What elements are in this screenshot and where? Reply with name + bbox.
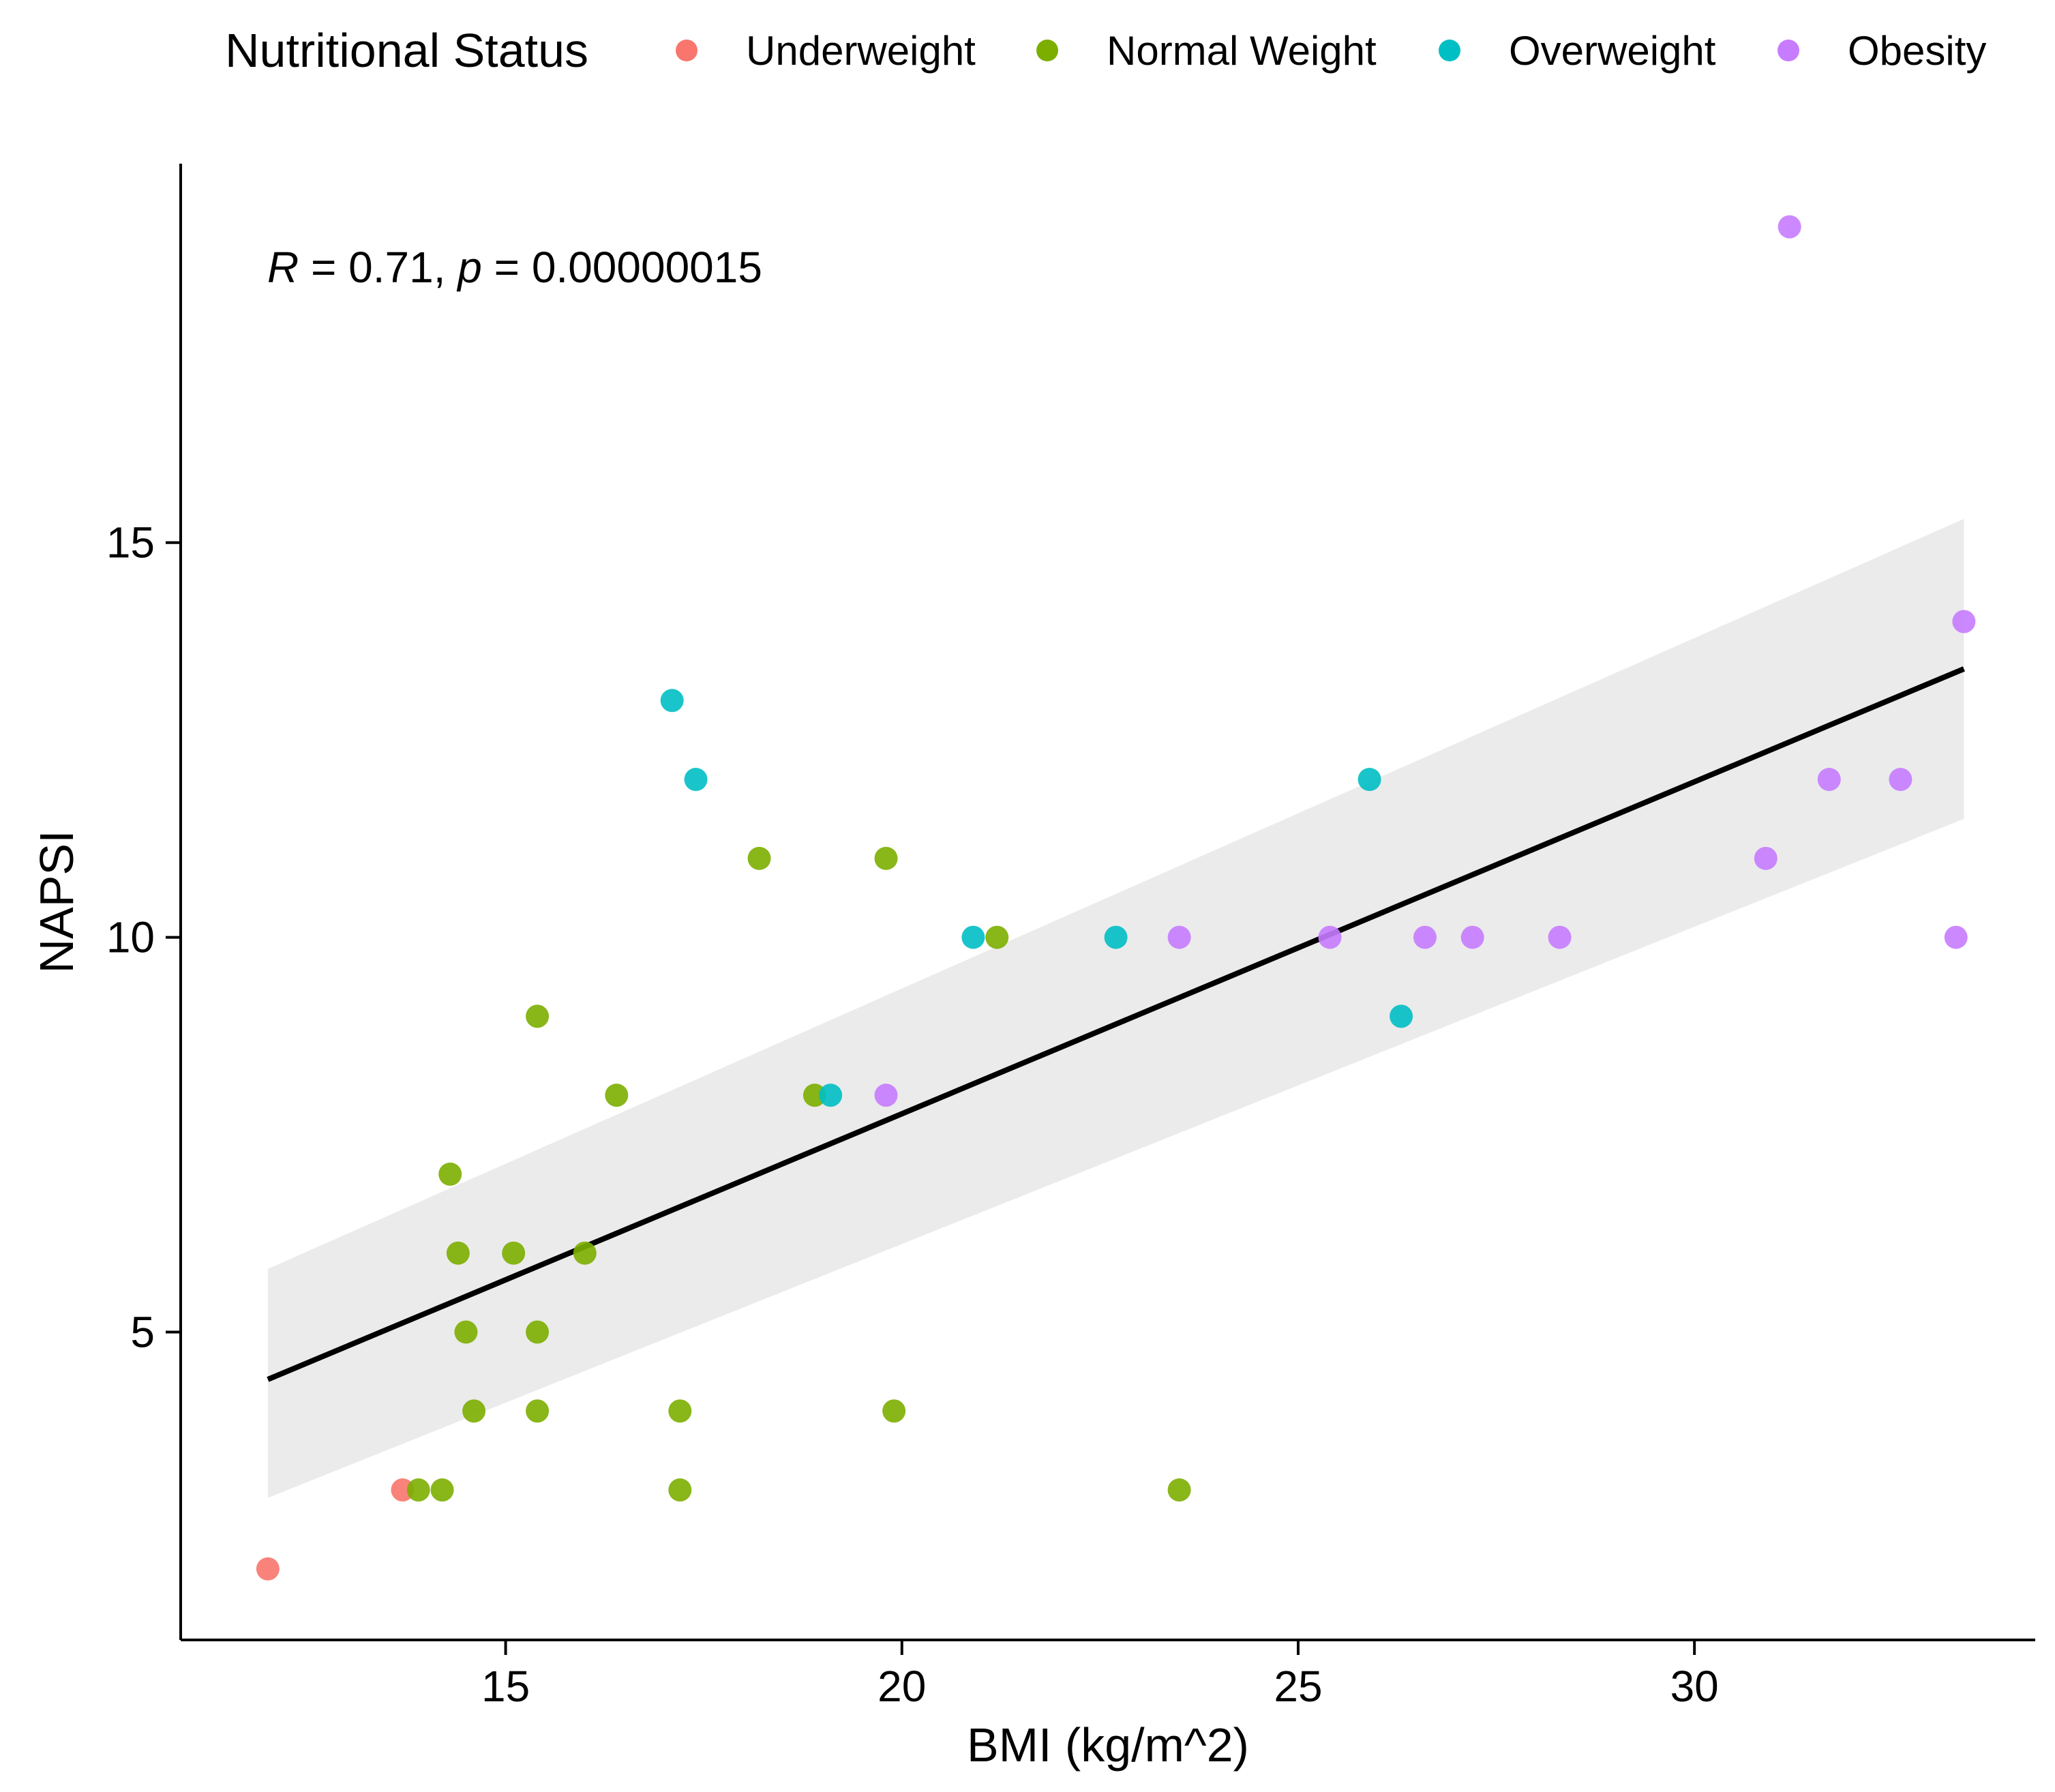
point-overweight: [961, 925, 985, 949]
point-obesity: [1944, 925, 1968, 949]
point-normal-weight: [747, 846, 771, 870]
legend-marker-underweight: [676, 40, 698, 61]
axes-layer: 15 20 25 30 5 10 15: [106, 164, 2035, 1711]
point-obesity: [1167, 925, 1191, 949]
point-normal-weight: [446, 1241, 470, 1265]
legend-marker-overweight: [1439, 40, 1460, 61]
point-obesity: [1754, 846, 1777, 870]
x-tick-label: 30: [1670, 1662, 1719, 1711]
x-tick-label: 15: [481, 1662, 530, 1711]
point-normal-weight: [882, 1399, 906, 1423]
point-normal-weight: [802, 1084, 826, 1107]
x-tick-label: 25: [1274, 1662, 1322, 1711]
legend-marker-normal-weight: [1036, 40, 1058, 61]
x-axis-title: BMI (kg/m^2): [967, 1718, 1249, 1772]
point-obesity: [1817, 768, 1841, 792]
point-overweight: [1390, 1004, 1413, 1028]
point-underweight: [391, 1478, 415, 1502]
point-normal-weight: [985, 925, 1009, 949]
confidence-band: [267, 518, 1964, 1498]
r-value-text: = 0.71,: [299, 243, 458, 292]
point-normal-weight: [573, 1241, 597, 1265]
regression-line-layer: [267, 666, 1965, 1382]
point-obesity: [1889, 768, 1912, 792]
point-underweight: [256, 1557, 280, 1581]
point-obesity: [1413, 925, 1437, 949]
point-obesity: [1952, 610, 1976, 633]
point-overweight: [660, 689, 684, 713]
point-obesity: [1777, 215, 1801, 239]
point-obesity: [1460, 925, 1484, 949]
correlation-annotation: R = 0.71, p = 0.00000015: [267, 242, 762, 293]
point-obesity: [1318, 925, 1342, 949]
point-normal-weight: [502, 1241, 526, 1265]
point-normal-weight: [668, 1478, 692, 1502]
point-overweight: [819, 1084, 843, 1107]
confidence-band-layer: [267, 518, 1964, 1498]
legend-label-obesity: Obesity: [1848, 28, 1987, 74]
y-axis-title: NAPSI: [30, 830, 83, 973]
p-symbol: p: [457, 243, 482, 292]
point-normal-weight: [454, 1320, 478, 1344]
legend-label-underweight: Underweight: [746, 28, 976, 74]
data-points-layer: [256, 215, 1976, 1581]
point-obesity: [874, 1084, 898, 1107]
point-normal-weight: [430, 1478, 454, 1502]
point-normal-weight: [605, 1084, 629, 1107]
point-overweight: [1104, 925, 1128, 949]
x-tick-label: 20: [877, 1662, 926, 1711]
y-tick-label: 10: [106, 913, 155, 962]
point-obesity: [1548, 925, 1572, 949]
point-normal-weight: [406, 1478, 430, 1502]
point-normal-weight: [874, 846, 898, 870]
point-normal-weight: [526, 1399, 550, 1423]
legend-label-overweight: Overweight: [1509, 28, 1716, 74]
y-tick-label: 5: [130, 1307, 155, 1356]
y-tick-label: 15: [106, 518, 155, 567]
legend-title: Nutritional Status: [225, 24, 589, 77]
point-normal-weight: [668, 1399, 692, 1423]
regression-line: [267, 666, 1965, 1382]
point-overweight: [1358, 768, 1381, 792]
legend-marker-obesity: [1777, 40, 1799, 61]
legend: Nutritional Status Underweight Normal We…: [0, 0, 2055, 102]
point-overweight: [684, 768, 708, 792]
point-normal-weight: [462, 1399, 486, 1423]
point-normal-weight: [526, 1004, 550, 1028]
point-normal-weight: [526, 1320, 550, 1344]
point-normal-weight: [1167, 1478, 1191, 1502]
r-symbol: R: [267, 243, 299, 292]
point-normal-weight: [438, 1162, 462, 1186]
legend-label-normal-weight: Normal Weight: [1107, 28, 1377, 74]
p-value-text: = 0.00000015: [481, 243, 762, 292]
